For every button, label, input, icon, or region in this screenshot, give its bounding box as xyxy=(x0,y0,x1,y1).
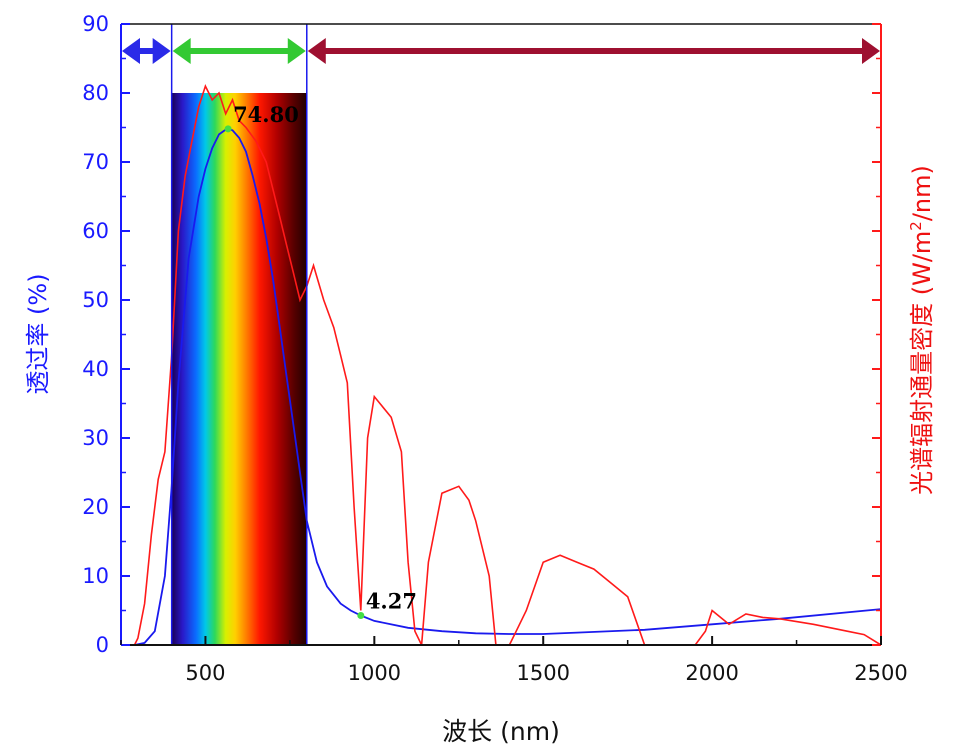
annotation-label-1: 4.27 xyxy=(366,589,417,614)
region-arrow-2 xyxy=(307,38,880,64)
right-axis-label-sup: 2 xyxy=(907,221,925,231)
series-transmittance-line xyxy=(134,127,881,645)
x-tick-label-4: 2500 xyxy=(854,661,907,685)
y-tick-label-left-4: 40 xyxy=(82,357,109,381)
region-arrows xyxy=(122,24,880,645)
right-axis-label: 光谱辐射通量密度 (W/m2/nm) xyxy=(907,165,936,495)
y-tick-label-left-0: 0 xyxy=(96,633,109,657)
series-solar-irradiance-line xyxy=(133,83,881,645)
y-tick-label-left-9: 90 xyxy=(82,12,109,36)
annotation-label-0: 74.80 xyxy=(233,102,299,127)
y-tick-label-left-2: 20 xyxy=(82,495,109,519)
axes: 0 10 20 30 40 50 60 70 80 90 500 1000 1500 2000 2500 xyxy=(82,12,907,685)
left-axis-label: 透过率 (%) xyxy=(24,273,52,394)
y-tick-label-left-7: 70 xyxy=(82,150,109,174)
y-tick-label-left-6: 60 xyxy=(82,219,109,243)
x-tick-label-3: 2000 xyxy=(685,661,738,685)
y-tick-label-left-1: 10 xyxy=(82,564,109,588)
series-layer xyxy=(133,83,881,645)
right-axis-label-prefix: 光谱辐射通量密度 (W/m xyxy=(908,231,936,495)
region-arrow-0 xyxy=(122,38,171,64)
y-tick-label-left-8: 80 xyxy=(82,81,109,105)
y-tick-label-left-3: 30 xyxy=(82,426,109,450)
annotations: 74.80 4.27 xyxy=(224,102,417,620)
annotation-marker-1 xyxy=(357,612,365,620)
y-tick-label-left-5: 50 xyxy=(82,288,109,312)
x-tick-label-2: 1500 xyxy=(516,661,569,685)
visible-spectrum-band xyxy=(171,93,307,645)
visible-spectrum-fill xyxy=(171,93,307,645)
region-arrow-1 xyxy=(172,38,306,64)
x-tick-label-0: 500 xyxy=(185,661,225,685)
x-axis-label: 波长 (nm) xyxy=(442,717,560,746)
right-axis-label-suffix: /nm) xyxy=(908,165,936,221)
x-tick-label-1: 1000 xyxy=(348,661,401,685)
annotation-marker-0 xyxy=(224,125,232,133)
